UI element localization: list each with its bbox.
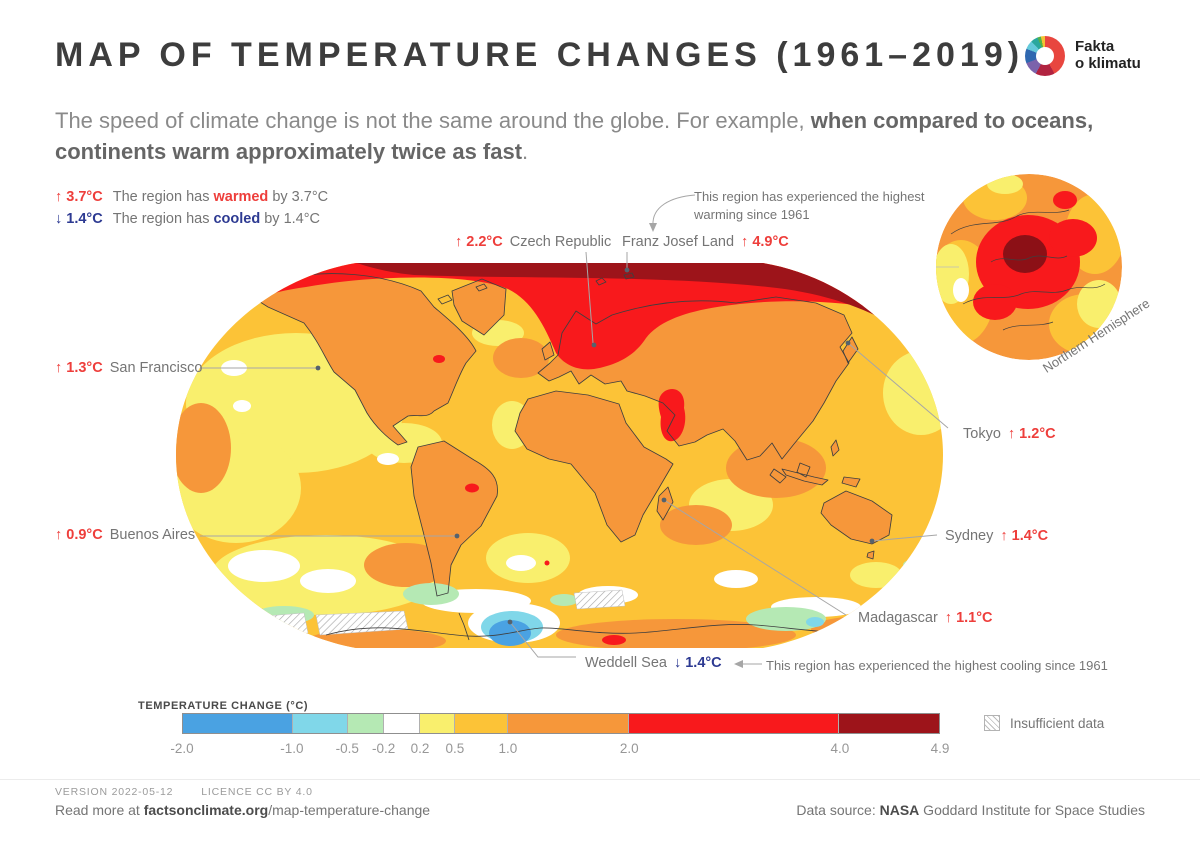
scale-segment	[384, 714, 421, 733]
scale-segment	[839, 714, 939, 733]
scale-bar	[182, 713, 940, 734]
fakta-o-klimatu-logo: Fakta o klimatu	[1025, 36, 1141, 76]
scale-segment	[628, 714, 840, 733]
scale-title: TEMPERATURE CHANGE (°C)	[138, 700, 309, 712]
key-cooled-value: ↓ 1.4°C	[55, 211, 103, 227]
intro-period: .	[522, 138, 529, 164]
page-title: MAP OF TEMPERATURE CHANGES (1961–2019)	[55, 36, 1025, 74]
madagascar-name: Madagascar	[858, 610, 938, 626]
label-franz-josef-land: Franz Josef Land ↑ 4.9°C	[622, 234, 789, 250]
scale-tick: -0.5	[335, 741, 359, 756]
key-cooled-row: ↓ 1.4°C The region has cooled by 1.4°C	[55, 211, 320, 227]
scale-tick: 4.0	[830, 741, 850, 756]
czech-name: Czech Republic	[509, 234, 612, 250]
warming-annotation-arrow	[649, 194, 696, 232]
label-czech-republic: ↑ 2.2°C Czech Republic	[455, 234, 611, 250]
leader-lines	[200, 251, 949, 658]
franz-name: Franz Josef Land	[622, 234, 735, 250]
scale-ticks: -2.0 -1.0 -0.5 -0.2 0.2 0.5 1.0 2.0 4.0 4.9	[170, 741, 949, 759]
label-san-francisco: ↑ 1.3°C San Francisco	[55, 360, 202, 376]
polar-darkred-strip	[356, 263, 928, 337]
czech-value: ↑ 2.2°C	[455, 234, 503, 250]
ba-value: ↑ 0.9°C	[55, 527, 103, 543]
scale-tick: 4.9	[930, 741, 950, 756]
logo-line1: Fakta	[1075, 38, 1115, 56]
key-cooled-text: The region has cooled by 1.4°C	[112, 211, 321, 227]
label-weddell-sea: Weddell Sea ↓ 1.4°C	[585, 655, 722, 671]
data-source: Data source: NASA Goddard Institute for …	[796, 802, 1145, 818]
footer-divider	[0, 779, 1200, 780]
northern-hemisphere-inset	[936, 174, 1122, 360]
tokyo-name: Tokyo	[963, 426, 1001, 442]
scale-tick: -0.2	[371, 741, 396, 756]
scale-tick: 0.2	[410, 741, 430, 756]
readmore-link[interactable]: Read more at factsonclimate.org/map-temp…	[55, 802, 431, 818]
insufficient-data-legend: Insufficient data	[984, 715, 1104, 731]
logo-wordmark: Fakta o klimatu	[1075, 38, 1141, 73]
key-warmed-row: ↑ 3.7°C The region has warmed by 3.7°C	[55, 189, 328, 205]
franz-value: ↑ 4.9°C	[741, 234, 789, 250]
cooling-annotation-arrow	[734, 660, 762, 668]
scale-tick: 0.5	[445, 741, 465, 756]
logo-donut-icon	[1025, 36, 1065, 76]
sydney-value: ↑ 1.4°C	[1000, 528, 1049, 544]
hatch-swatch-icon	[984, 715, 1000, 731]
scale-segment	[347, 714, 385, 733]
label-tokyo: Tokyo ↑ 1.2°C	[963, 426, 1056, 442]
highest-cooling-note: This region has experienced the highest …	[766, 658, 1108, 673]
weddell-name: Weddell Sea	[585, 655, 667, 671]
key-warmed-value: ↑ 3.7°C	[55, 189, 103, 205]
intro-regular: The speed of climate change is not the s…	[55, 108, 811, 133]
intro-text: The speed of climate change is not the s…	[55, 106, 1125, 168]
footer-meta: VERSION 2022-05-12 LICENCE CC BY 4.0	[55, 786, 313, 798]
sf-value: ↑ 1.3°C	[55, 360, 103, 376]
label-sydney: Sydney ↑ 1.4°C	[945, 528, 1048, 544]
logo-line2: o klimatu	[1075, 55, 1141, 72]
scale-segment	[292, 714, 348, 733]
insufficient-data-label: Insufficient data	[1010, 715, 1105, 731]
scale-tick: -1.0	[280, 741, 304, 756]
weddell-value: ↓ 1.4°C	[673, 655, 722, 671]
scale-segment	[455, 714, 509, 733]
scale-segment	[183, 714, 293, 733]
ba-name: Buenos Aires	[109, 527, 196, 543]
intro-bold: when compared to oceans, continents warm…	[55, 108, 1094, 164]
tokyo-value: ↑ 1.2°C	[1007, 426, 1056, 442]
map-artwork	[176, 263, 943, 648]
scale-segment	[420, 714, 456, 733]
madagascar-value: ↑ 1.1°C	[944, 610, 993, 626]
version-label: VERSION 2022-05-12	[55, 786, 174, 798]
key-warmed-text: The region has warmed by 3.7°C	[112, 189, 329, 205]
scale-tick: -2.0	[170, 741, 194, 756]
sf-name: San Francisco	[109, 360, 203, 376]
world-map	[176, 194, 949, 668]
highest-warming-note: This region has experienced the highest …	[694, 189, 925, 222]
scale-tick: 2.0	[619, 741, 639, 756]
sydney-name: Sydney	[945, 528, 994, 544]
label-madagascar: Madagascar ↑ 1.1°C	[858, 610, 993, 626]
licence-label: LICENCE CC BY 4.0	[201, 786, 313, 798]
scale-segment	[508, 714, 629, 733]
label-buenos-aires: ↑ 0.9°C Buenos Aires	[55, 527, 195, 543]
arctic-red-band	[176, 263, 943, 370]
scale-tick: 1.0	[498, 741, 518, 756]
